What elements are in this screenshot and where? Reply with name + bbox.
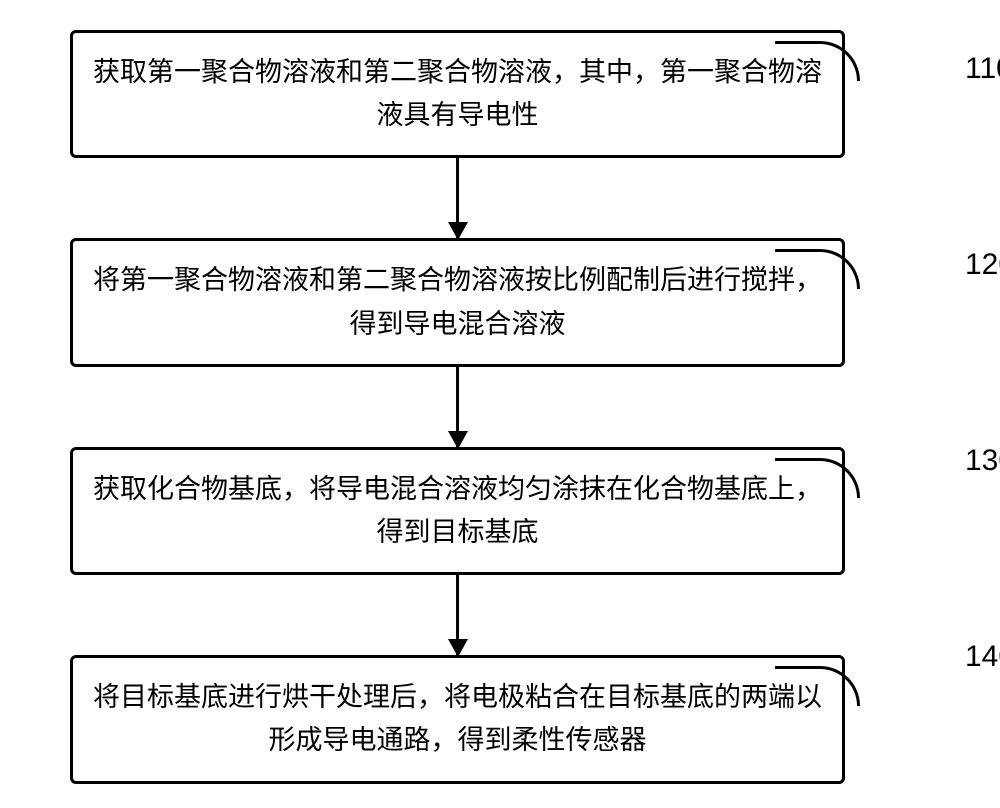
step-label-140: 140: [965, 640, 1000, 674]
step-text: 获取第一聚合物溶液和第二聚合物溶液，其中，第一聚合物溶液具有导电性: [93, 57, 822, 130]
connector-curve: [775, 41, 860, 81]
step-label-110: 110: [965, 52, 1000, 86]
step-box-140: 将目标基底进行烘干处理后，将电极粘合在目标基底的两端以形成导电通路，得到柔性传感…: [70, 655, 845, 783]
step-text: 获取化合物基底，将导电混合溶液均匀涂抹在化合物基底上，得到目标基底: [93, 474, 822, 547]
arrow-3: [70, 575, 845, 655]
connector-curve: [775, 249, 860, 289]
step-label-130: 130: [965, 444, 1000, 478]
step-box-130: 获取化合物基底，将导电混合溶液均匀涂抹在化合物基底上，得到目标基底: [70, 447, 845, 575]
connector-curve: [775, 666, 860, 706]
connector-curve: [775, 458, 860, 498]
arrow-2: [70, 367, 845, 447]
step-label-120: 120: [965, 248, 1000, 282]
step-box-110: 获取第一聚合物溶液和第二聚合物溶液，其中，第一聚合物溶液具有导电性: [70, 30, 845, 158]
flowchart-container: 获取第一聚合物溶液和第二聚合物溶液，其中，第一聚合物溶液具有导电性 110 将第…: [70, 30, 900, 784]
arrow-1: [70, 158, 845, 238]
step-box-120: 将第一聚合物溶液和第二聚合物溶液按比例配制后进行搅拌，得到导电混合溶液: [70, 238, 845, 366]
step-text: 将第一聚合物溶液和第二聚合物溶液按比例配制后进行搅拌，得到导电混合溶液: [93, 265, 822, 338]
step-text: 将目标基底进行烘干处理后，将电极粘合在目标基底的两端以形成导电通路，得到柔性传感…: [93, 682, 822, 755]
